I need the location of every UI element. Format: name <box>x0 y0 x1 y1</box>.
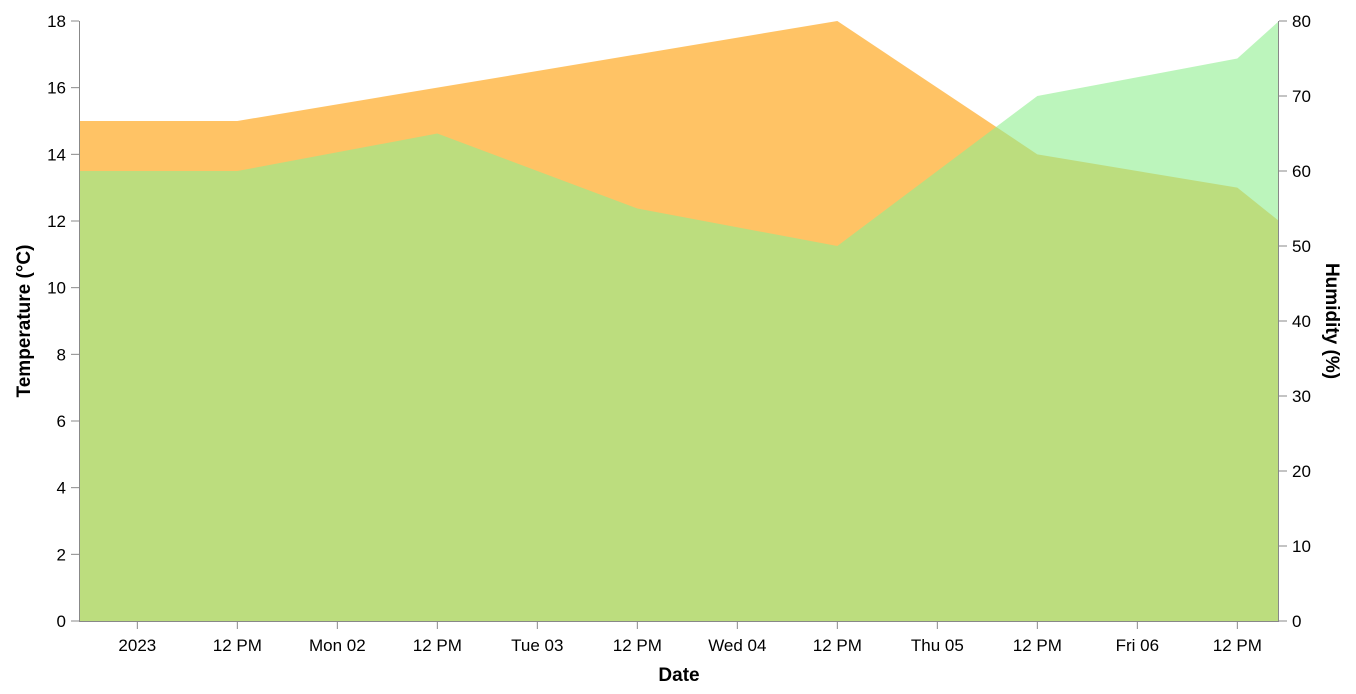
areas-layer <box>79 21 1279 621</box>
x-tick-label: Wed 04 <box>708 636 766 655</box>
y-left-tick-label: 2 <box>57 545 66 564</box>
x-tick-label: Fri 06 <box>1116 636 1159 655</box>
y-left-tick-label: 12 <box>47 212 66 231</box>
y-left-tick-label: 8 <box>57 345 66 364</box>
y-left-tick-label: 10 <box>47 279 66 298</box>
y-axis-left-title: Temperature (°C) <box>14 245 35 398</box>
y-axis-left-ticks: 0 2 4 6 8 10 12 14 16 18 <box>47 12 79 631</box>
y-right-tick-label: 0 <box>1292 612 1301 631</box>
y-left-tick-label: 4 <box>57 479 66 498</box>
x-tick-label: Mon 02 <box>309 636 366 655</box>
x-tick-label: 12 PM <box>613 636 662 655</box>
y-right-tick-label: 10 <box>1292 537 1311 556</box>
x-tick-label: 12 PM <box>213 636 262 655</box>
y-left-tick-label: 6 <box>57 412 66 431</box>
y-right-tick-label: 80 <box>1292 12 1311 31</box>
x-tick-label: 12 PM <box>1213 636 1262 655</box>
y-right-tick-label: 30 <box>1292 387 1311 406</box>
y-left-tick-label: 14 <box>47 145 66 164</box>
x-tick-label: Thu 05 <box>911 636 964 655</box>
x-tick-label: 2023 <box>118 636 156 655</box>
y-axis-right-title: Humidity (%) <box>1321 263 1342 379</box>
y-right-tick-label: 40 <box>1292 312 1311 331</box>
y-right-tick-label: 20 <box>1292 462 1311 481</box>
y-left-tick-label: 16 <box>47 79 66 98</box>
x-axis-ticks: 2023 12 PM Mon 02 12 PM Tue 03 12 PM Wed 04 12 … <box>118 621 1261 655</box>
y-right-tick-label: 50 <box>1292 237 1311 256</box>
y-left-tick-label: 18 <box>47 12 66 31</box>
x-axis-title: Date <box>658 665 699 686</box>
x-tick-label: Tue 03 <box>511 636 563 655</box>
x-tick-label: 12 PM <box>413 636 462 655</box>
y-right-tick-label: 60 <box>1292 162 1311 181</box>
x-tick-label: 12 PM <box>813 636 862 655</box>
y-left-tick-label: 0 <box>57 612 66 631</box>
y-axis-right-ticks: 0 10 20 30 40 50 60 70 80 <box>1279 12 1311 631</box>
x-tick-label: 12 PM <box>1013 636 1062 655</box>
y-right-tick-label: 70 <box>1292 87 1311 106</box>
